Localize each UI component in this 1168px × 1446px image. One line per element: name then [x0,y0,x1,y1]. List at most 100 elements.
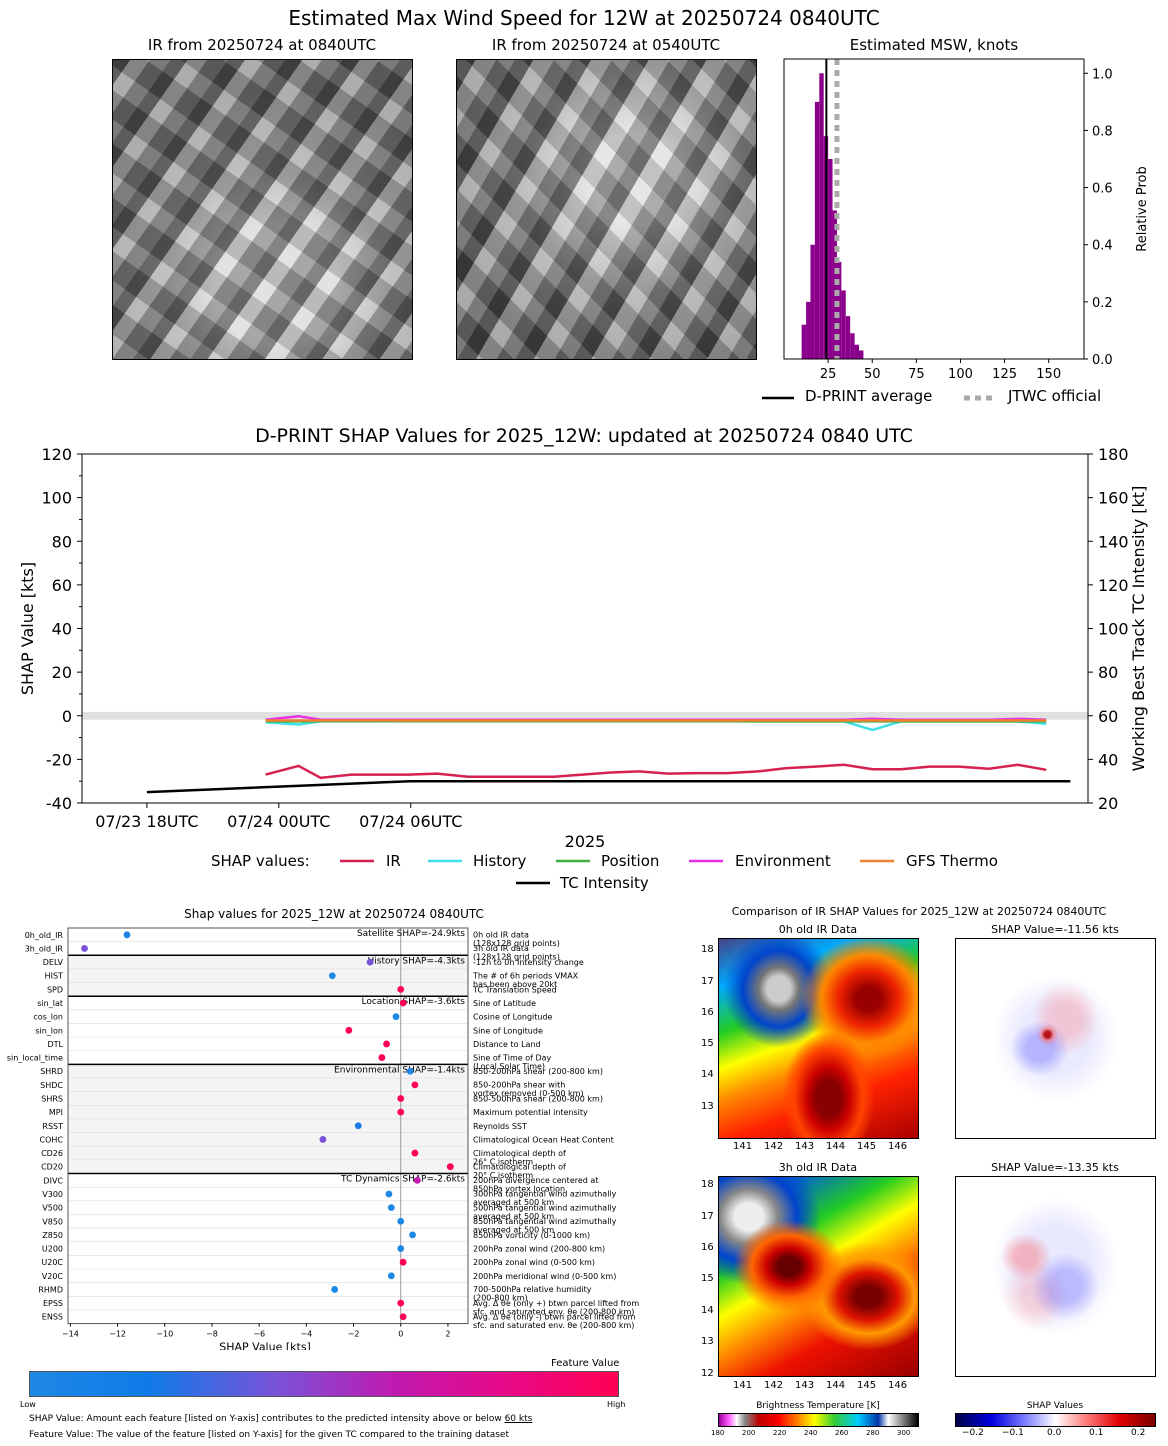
hist-xtick-label: 25 [820,367,837,382]
shap-dot [399,1313,407,1321]
series-line-tc-intensity [146,779,1071,794]
feature-label: SHRS [41,1095,63,1104]
feature-label: DELV [43,958,64,967]
lat-tick: 15 [701,1038,714,1049]
feature-label: SHDC [40,1081,63,1090]
feature-description: 200hPa divergence centered at [473,1176,598,1185]
feature-description: 26° C isotherm [473,1157,533,1166]
hist-bar [845,316,851,359]
shapval-tick: 0.0 [1047,1428,1062,1438]
shap-note: SHAP Value: Amount each feature [listed … [29,1414,532,1424]
feature-description: (Local Solar Time) [473,1062,545,1071]
lat-tick: 16 [701,1007,714,1018]
shap-note-text: SHAP Value: Amount each feature [listed … [29,1414,505,1424]
feature-description: 20° C isotherm [473,1171,533,1180]
shapval-colorbar [955,1413,1156,1427]
ts-ytick-left-label: 20 [52,663,72,682]
hist-xtick-label: 75 [908,367,925,382]
feature-label: U200 [42,1245,63,1254]
ts-ytick-left-label: -20 [46,750,72,769]
feature-label: EPSS [43,1299,63,1308]
feature-label: sin_lat [37,999,63,1008]
zero-band [82,711,1088,720]
feature-description: 500hPa tangential wind azimuthally [473,1203,617,1212]
shap-dot [387,1272,395,1280]
group-band [68,1173,468,1324]
lat-tick: 12 [701,1368,714,1379]
bee-xtick-label: −4 [300,1330,312,1339]
feature-description: 850-200hPa shear (200-800 km) [473,1067,603,1076]
shap-0h-map [955,938,1156,1139]
shap-0h-title: SHAP Value=-11.56 kts [991,923,1119,936]
bt-tick: 300 [897,1429,911,1437]
feature-description: Distance to Land [473,1040,541,1049]
bt-tick: 260 [835,1429,849,1437]
ts-ytick-left-label: 0 [62,707,72,726]
hist-bar [850,333,855,359]
lat-tick: 17 [701,976,714,987]
feature-description: (200-800 km) [473,1294,528,1303]
feature-description: Sine of Latitude [473,999,536,1008]
bt-tick: 220 [773,1429,787,1437]
group-label: History SHAP=-4.3kts [368,956,466,966]
legend-ir: IR [386,852,401,870]
shap-dot [399,1258,407,1266]
legend-dprint: D-PRINT average [805,387,933,405]
feature-label: COHC [40,1135,64,1144]
feature-label: cos_lon [33,1013,63,1022]
ir-0h-map [718,938,919,1139]
hist-bar [819,73,824,360]
ts-ytick-left-label: 80 [52,532,72,551]
feature-label: V300 [42,1190,63,1199]
feature-description: 200hPa meridional wind (0-500 km) [473,1272,616,1281]
bee-title: Shap values for 2025_12W at 20250724 084… [184,907,484,921]
ts-ytick-right-label: 80 [1098,663,1118,682]
shap-3h-map [955,1176,1156,1377]
shap-3h-title: SHAP Value=-13.35 kts [991,1161,1119,1174]
shapval-tick: −0.1 [1002,1428,1024,1438]
feature-description: 850hPa tangential wind azimuthally [473,1217,617,1226]
bt-tick: 200 [742,1429,756,1437]
shap-dot [328,972,336,980]
colorbar-low: Low [20,1400,36,1409]
feature-description: 3h old IR data [473,944,529,953]
shap-note-threshold: 60 kts [504,1414,533,1424]
panel2-title: IR from 20250724 at 0540UTC [491,36,721,54]
panel-0h-title: 0h old IR Data [778,923,858,936]
shap-timeseries-chart: 120 100 80 60 40 20 0 -20 -40 180 160 140 120 100 80 60… [18,445,1148,851]
shap-dot [387,1204,395,1212]
feature-description: 300hPa tangential wind azimuthally [473,1190,617,1199]
feature-description: The # of 6h periods VMAX [472,971,579,980]
hist-bar [841,290,846,359]
shap-dot [81,945,88,952]
group-band [68,996,468,1065]
ts-frame [81,453,1089,804]
panel1-title: IR from 20250724 at 0840UTC [147,36,377,54]
bt-tick: 180 [711,1429,725,1437]
shapval-tick: −0.2 [962,1428,984,1438]
hist-title: Estimated MSW, knots [849,36,1019,54]
feature-description: averaged at 500 km [473,1212,554,1221]
legend-tc-intensity: TC Intensity [560,874,649,892]
feature-label: RSST [42,1122,63,1131]
feature-note: Feature Value: The value of the feature … [29,1430,510,1440]
lon-tick: 143 [795,1380,815,1391]
group-label: Satellite SHAP=-24.9kts [357,929,465,939]
feature-description: 850hPa vortex location [473,1185,565,1194]
hist-bar [836,261,842,359]
feature-label: RHMD [38,1285,63,1294]
feature-description: vortex removed (0-500 km) [473,1089,584,1098]
ts-xtick-label: 07/23 18UTC [95,812,198,831]
ts-xlabel: 2025 [565,832,606,851]
lat-tick: 14 [701,1069,714,1080]
feature-description: Reynolds SST [473,1122,527,1131]
feature-label: ENSS [42,1313,63,1322]
shap-dot [413,1176,421,1184]
lat-tick: 16 [701,1242,714,1253]
bt-tick: 240 [804,1429,818,1437]
bee-xtick-label: −6 [253,1330,265,1339]
ts-ylabel-right: Working Best Track TC Intensity [kt] [1129,486,1148,772]
hist-ytick-label: 0.6 [1092,182,1113,197]
ts-ytick-left-label: -40 [46,794,72,813]
lon-tick: 145 [857,1380,877,1391]
